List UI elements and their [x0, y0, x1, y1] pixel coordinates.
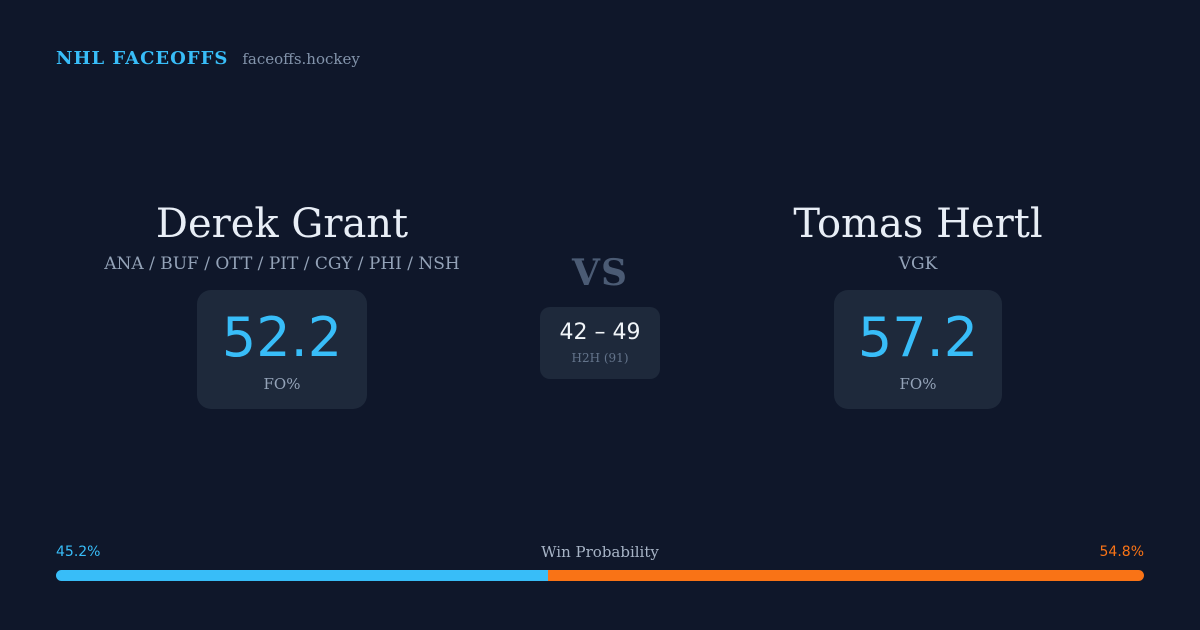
- player-left-fo-card: 52.2 FO%: [197, 290, 367, 409]
- brand-url: faceoffs.hockey: [242, 50, 360, 68]
- head-to-head-label: H2H (91): [571, 350, 629, 365]
- player-left-fo-value: 52.2: [221, 305, 343, 369]
- head-to-head-card: 42 – 49 H2H (91): [540, 307, 660, 379]
- brand-header: NHL FACEOFFS faceoffs.hockey: [56, 48, 360, 69]
- player-right-name: Tomas Hertl: [793, 201, 1043, 247]
- player-right-fo-label: FO%: [899, 374, 937, 393]
- win-probability-right-value: 54.8%: [1099, 544, 1144, 560]
- head-to-head-score: 42 – 49: [559, 319, 641, 345]
- player-right-teams: VGK: [898, 254, 938, 274]
- brand-name: NHL FACEOFFS: [56, 48, 229, 69]
- versus-label: VS: [572, 252, 628, 294]
- win-probability-bar-left: [56, 570, 548, 581]
- win-probability-title: Win Probability: [541, 543, 659, 561]
- player-right-panel: Tomas Hertl VGK 57.2 FO%: [718, 200, 1118, 409]
- player-left-teams: ANA / BUF / OTT / PIT / CGY / PHI / NSH: [104, 254, 460, 274]
- player-right-fo-card: 57.2 FO%: [834, 290, 1002, 409]
- player-left-fo-label: FO%: [263, 374, 301, 393]
- player-left-panel: Derek Grant ANA / BUF / OTT / PIT / CGY …: [82, 200, 482, 409]
- win-probability-bar: [56, 570, 1144, 581]
- player-left-name: Derek Grant: [155, 201, 409, 247]
- win-probability-bar-right: [547, 570, 1144, 581]
- win-probability-left-value: 45.2%: [56, 544, 101, 560]
- player-right-fo-value: 57.2: [857, 305, 979, 369]
